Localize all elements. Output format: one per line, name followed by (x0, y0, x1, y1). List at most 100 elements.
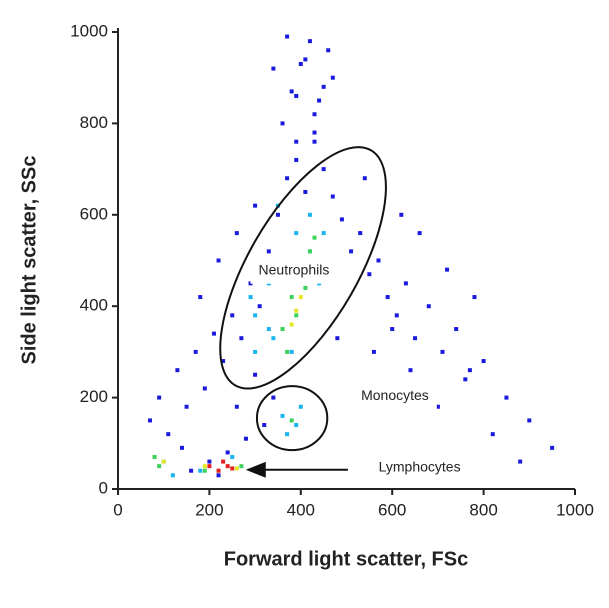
point (285, 432, 290, 437)
y-tick-label: 1000 (70, 21, 108, 40)
x-tick-label: 1000 (556, 500, 594, 519)
point (298, 404, 303, 409)
point (376, 258, 381, 263)
point (321, 84, 326, 89)
point (157, 395, 162, 400)
point (367, 272, 372, 277)
x-tick-label: 800 (469, 500, 497, 519)
point (454, 327, 459, 332)
point (317, 98, 322, 103)
point (289, 322, 294, 327)
point (202, 464, 207, 469)
x-tick-label: 0 (113, 500, 122, 519)
x-tick-label: 200 (195, 500, 223, 519)
label-background (353, 380, 437, 409)
point (179, 445, 184, 450)
point (298, 61, 303, 66)
point (481, 359, 486, 364)
point (413, 336, 418, 341)
point (262, 423, 267, 428)
point (285, 349, 290, 354)
point (303, 285, 308, 290)
point (362, 176, 367, 181)
point (285, 34, 290, 39)
point (271, 66, 276, 71)
point (253, 349, 258, 354)
point (221, 359, 226, 364)
point (239, 464, 244, 469)
point (280, 327, 285, 332)
point (225, 450, 230, 455)
point (230, 466, 235, 471)
point (289, 295, 294, 300)
point (198, 295, 203, 300)
point (280, 413, 285, 418)
y-tick-label: 200 (80, 387, 108, 406)
point (527, 418, 532, 423)
y-tick-label: 600 (80, 204, 108, 223)
point (216, 468, 221, 473)
point (193, 349, 198, 354)
point (202, 386, 207, 391)
point (312, 235, 317, 240)
point (294, 231, 299, 236)
point (207, 459, 212, 464)
point (294, 308, 299, 313)
point (550, 445, 555, 450)
point (358, 231, 363, 236)
point (518, 459, 523, 464)
point (253, 372, 258, 377)
point (417, 231, 422, 236)
point (289, 89, 294, 94)
point (330, 75, 335, 80)
point (303, 57, 308, 62)
point (307, 212, 312, 217)
point (371, 349, 376, 354)
point (390, 327, 395, 332)
point (307, 39, 312, 44)
label-background (372, 454, 467, 479)
point (207, 464, 212, 469)
gate (219, 146, 387, 390)
gate-label: Monocytes (361, 387, 429, 403)
point (294, 313, 299, 318)
point (445, 267, 450, 272)
point (294, 139, 299, 144)
point (298, 295, 303, 300)
point (280, 121, 285, 126)
point (303, 189, 308, 194)
point (321, 231, 326, 236)
y-tick-label: 400 (80, 296, 108, 315)
point (385, 295, 390, 300)
point (271, 336, 276, 341)
label-background (250, 255, 338, 284)
x-axis-label: Forward light scatter, FSc (224, 548, 469, 570)
point (257, 304, 262, 309)
point (234, 466, 239, 471)
point (189, 468, 194, 473)
point (161, 459, 166, 464)
point (312, 112, 317, 117)
gate-label: Neutrophils (259, 262, 330, 278)
point (349, 249, 354, 254)
x-tick-label: 600 (378, 500, 406, 519)
arrow-label: Lymphocytes (379, 459, 461, 475)
point (440, 349, 445, 354)
point (216, 473, 221, 478)
point (239, 336, 244, 341)
point (330, 194, 335, 199)
point (243, 436, 248, 441)
point (211, 331, 216, 336)
point (266, 249, 271, 254)
point (312, 139, 317, 144)
point (294, 423, 299, 428)
point (248, 281, 253, 286)
point (435, 404, 440, 409)
point (230, 313, 235, 318)
gate (255, 385, 329, 452)
point (467, 368, 472, 373)
point (285, 176, 290, 181)
point (266, 327, 271, 332)
point (275, 212, 280, 217)
